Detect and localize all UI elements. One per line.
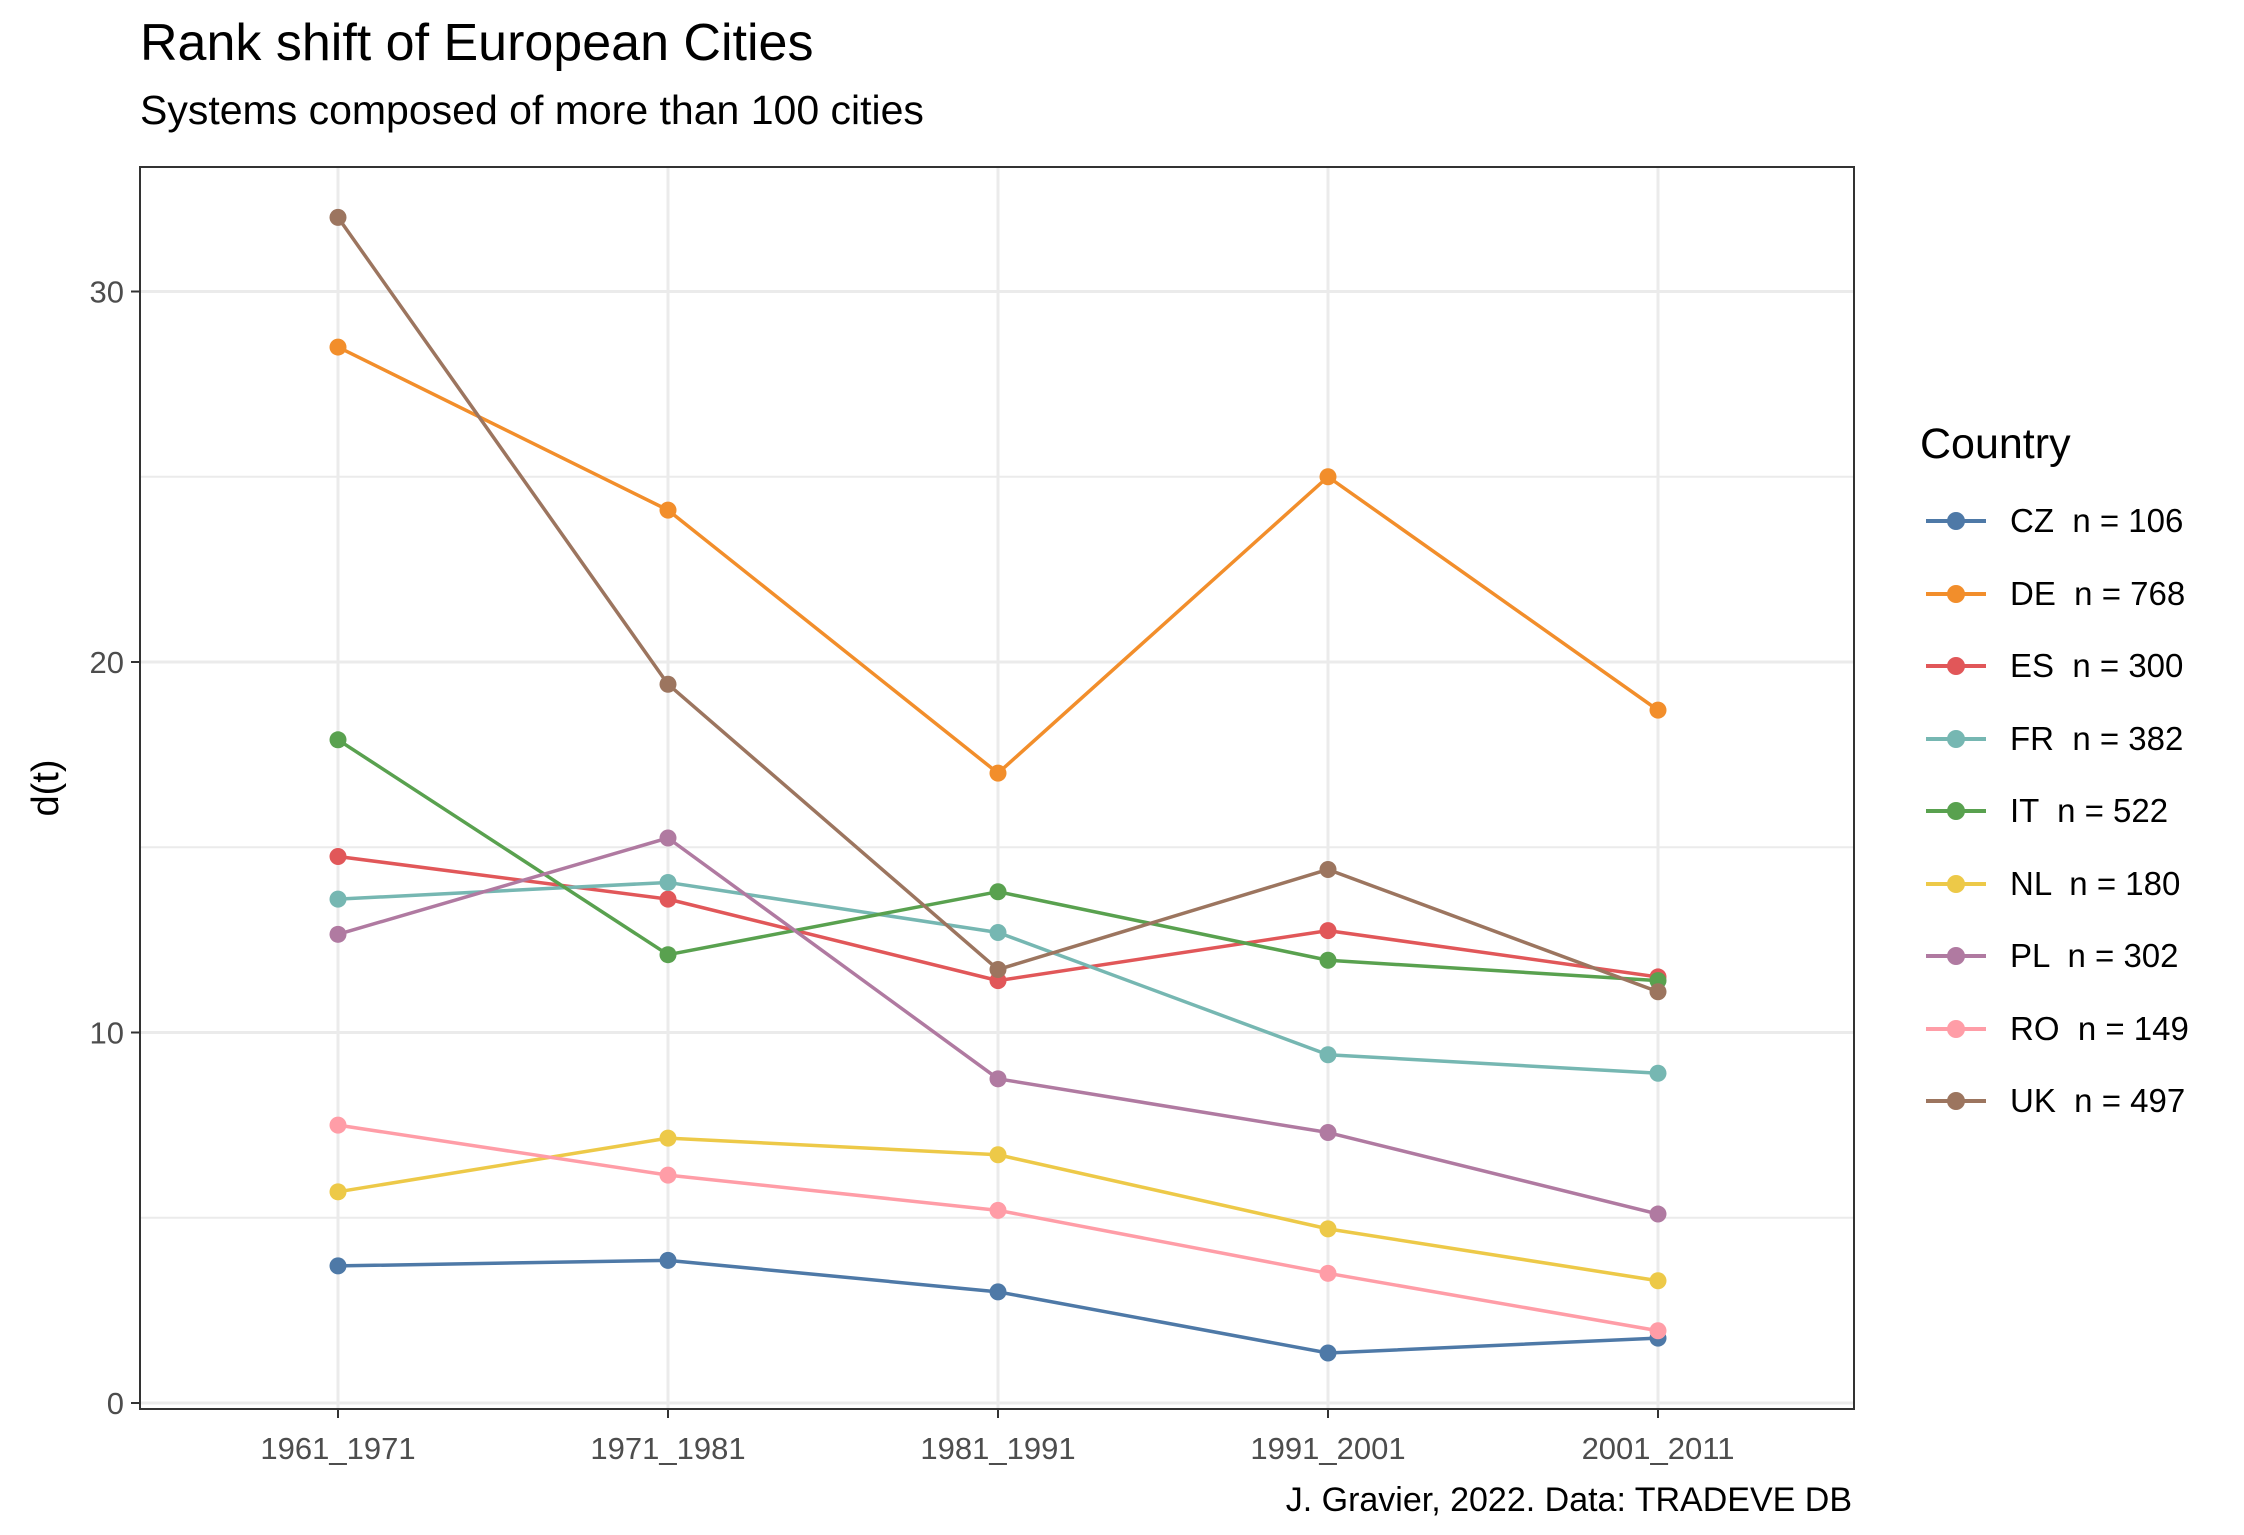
y-tick-label: 10 <box>90 1016 124 1051</box>
y-tick-label: 30 <box>90 275 124 310</box>
legend-label: DE n = 768 <box>2010 574 2186 612</box>
legend-label: NL n = 180 <box>2010 864 2181 902</box>
legend-item-de: DE n = 768 <box>1920 558 2189 631</box>
legend-key <box>1920 485 1992 557</box>
data-point-es <box>659 890 677 908</box>
data-point-de <box>1649 701 1667 719</box>
legend-key <box>1920 703 1992 775</box>
data-point-pl <box>1319 1124 1337 1142</box>
legend-item-uk: UK n = 497 <box>1920 1065 2189 1138</box>
data-point-uk <box>329 208 347 226</box>
data-point-es <box>1319 922 1337 940</box>
data-point-cz <box>659 1251 677 1269</box>
data-point-fr <box>659 873 677 891</box>
legend-label: FR n = 382 <box>2010 719 2184 757</box>
data-point-pl <box>989 1070 1007 1088</box>
data-point-uk <box>1319 860 1337 878</box>
data-point-ro <box>659 1166 677 1184</box>
legend-label: ES n = 300 <box>2010 647 2184 685</box>
legend-item-nl: NL n = 180 <box>1920 848 2189 921</box>
x-tick-label: 1991_2001 <box>1250 1431 1405 1466</box>
data-point-fr <box>329 890 347 908</box>
x-tick-label: 2001_2011 <box>1582 1431 1735 1466</box>
data-point-de <box>329 338 347 356</box>
legend-label: RO n = 149 <box>2010 1009 2189 1047</box>
data-point-uk <box>989 961 1007 979</box>
x-tick-label: 1981_1991 <box>920 1431 1075 1466</box>
data-point-ro <box>329 1116 347 1134</box>
chart-subtitle: Systems composed of more than 100 cities <box>140 87 924 133</box>
data-point-pl <box>329 925 347 943</box>
data-point-nl <box>1319 1220 1337 1238</box>
data-point-de <box>1319 468 1337 486</box>
data-point-it <box>329 731 347 749</box>
legend-label: PL n = 302 <box>2010 937 2179 975</box>
legend-label: UK n = 497 <box>2010 1082 2186 1120</box>
data-point-de <box>659 501 677 519</box>
data-point-nl <box>659 1129 677 1147</box>
data-point-cz <box>329 1257 347 1275</box>
data-point-it <box>989 883 1007 901</box>
legend: Country CZ n = 106 DE n = 768 ES n = 300 FR… <box>1920 420 2189 1138</box>
legend-key <box>1920 848 1992 920</box>
legend-key <box>1920 630 1992 702</box>
data-point-cz <box>989 1283 1007 1301</box>
legend-key <box>1920 775 1992 847</box>
legend-item-ro: RO n = 149 <box>1920 993 2189 1066</box>
legend-label: CZ n = 106 <box>2010 502 2184 540</box>
data-point-es <box>329 848 347 866</box>
data-point-nl <box>1649 1272 1667 1290</box>
legend-key <box>1920 920 1992 992</box>
data-point-ro <box>1649 1322 1667 1340</box>
series-layer <box>329 208 1667 1362</box>
legend-item-pl: PL n = 302 <box>1920 920 2189 993</box>
data-point-fr <box>1319 1046 1337 1064</box>
data-point-fr <box>1649 1064 1667 1082</box>
legend-item-it: IT n = 522 <box>1920 775 2189 848</box>
legend-item-fr: FR n = 382 <box>1920 703 2189 776</box>
legend-item-es: ES n = 300 <box>1920 630 2189 703</box>
x-tick-label: 1961_1971 <box>260 1431 415 1466</box>
data-point-pl <box>659 829 677 847</box>
data-point-ro <box>989 1201 1007 1219</box>
data-point-uk <box>1649 983 1667 1001</box>
x-tick-label: 1971_1981 <box>590 1431 745 1466</box>
axes: 0 10 20 30 1961_1971 1971_1981 1981_1991 1991_2… <box>90 275 1735 1467</box>
data-point-fr <box>989 923 1007 941</box>
y-tick-label: 20 <box>90 645 124 680</box>
chart-caption: J. Gravier, 2022. Data: TRADEVE DB <box>1285 1481 1852 1519</box>
data-point-it <box>1319 951 1337 969</box>
legend-title: Country <box>1920 420 2071 468</box>
legend-key <box>1920 558 1992 630</box>
legend-key <box>1920 1065 1992 1137</box>
data-point-ro <box>1319 1264 1337 1282</box>
chart-title: Rank shift of European Cities <box>140 14 814 72</box>
y-axis-label: d(t) <box>25 760 67 817</box>
data-point-de <box>989 764 1007 782</box>
data-point-nl <box>989 1146 1007 1164</box>
legend-items: CZ n = 106 DE n = 768 ES n = 300 FR n = 382… <box>1920 485 2189 1138</box>
data-point-uk <box>659 675 677 693</box>
legend-key <box>1920 993 1992 1065</box>
data-point-it <box>659 946 677 964</box>
data-point-cz <box>1319 1344 1337 1362</box>
legend-label: IT n = 522 <box>2010 792 2169 830</box>
grid-lines <box>140 167 1854 1409</box>
data-point-nl <box>329 1183 347 1201</box>
y-tick-label: 0 <box>107 1386 124 1421</box>
legend-item-cz: CZ n = 106 <box>1920 485 2189 558</box>
data-point-pl <box>1649 1205 1667 1223</box>
